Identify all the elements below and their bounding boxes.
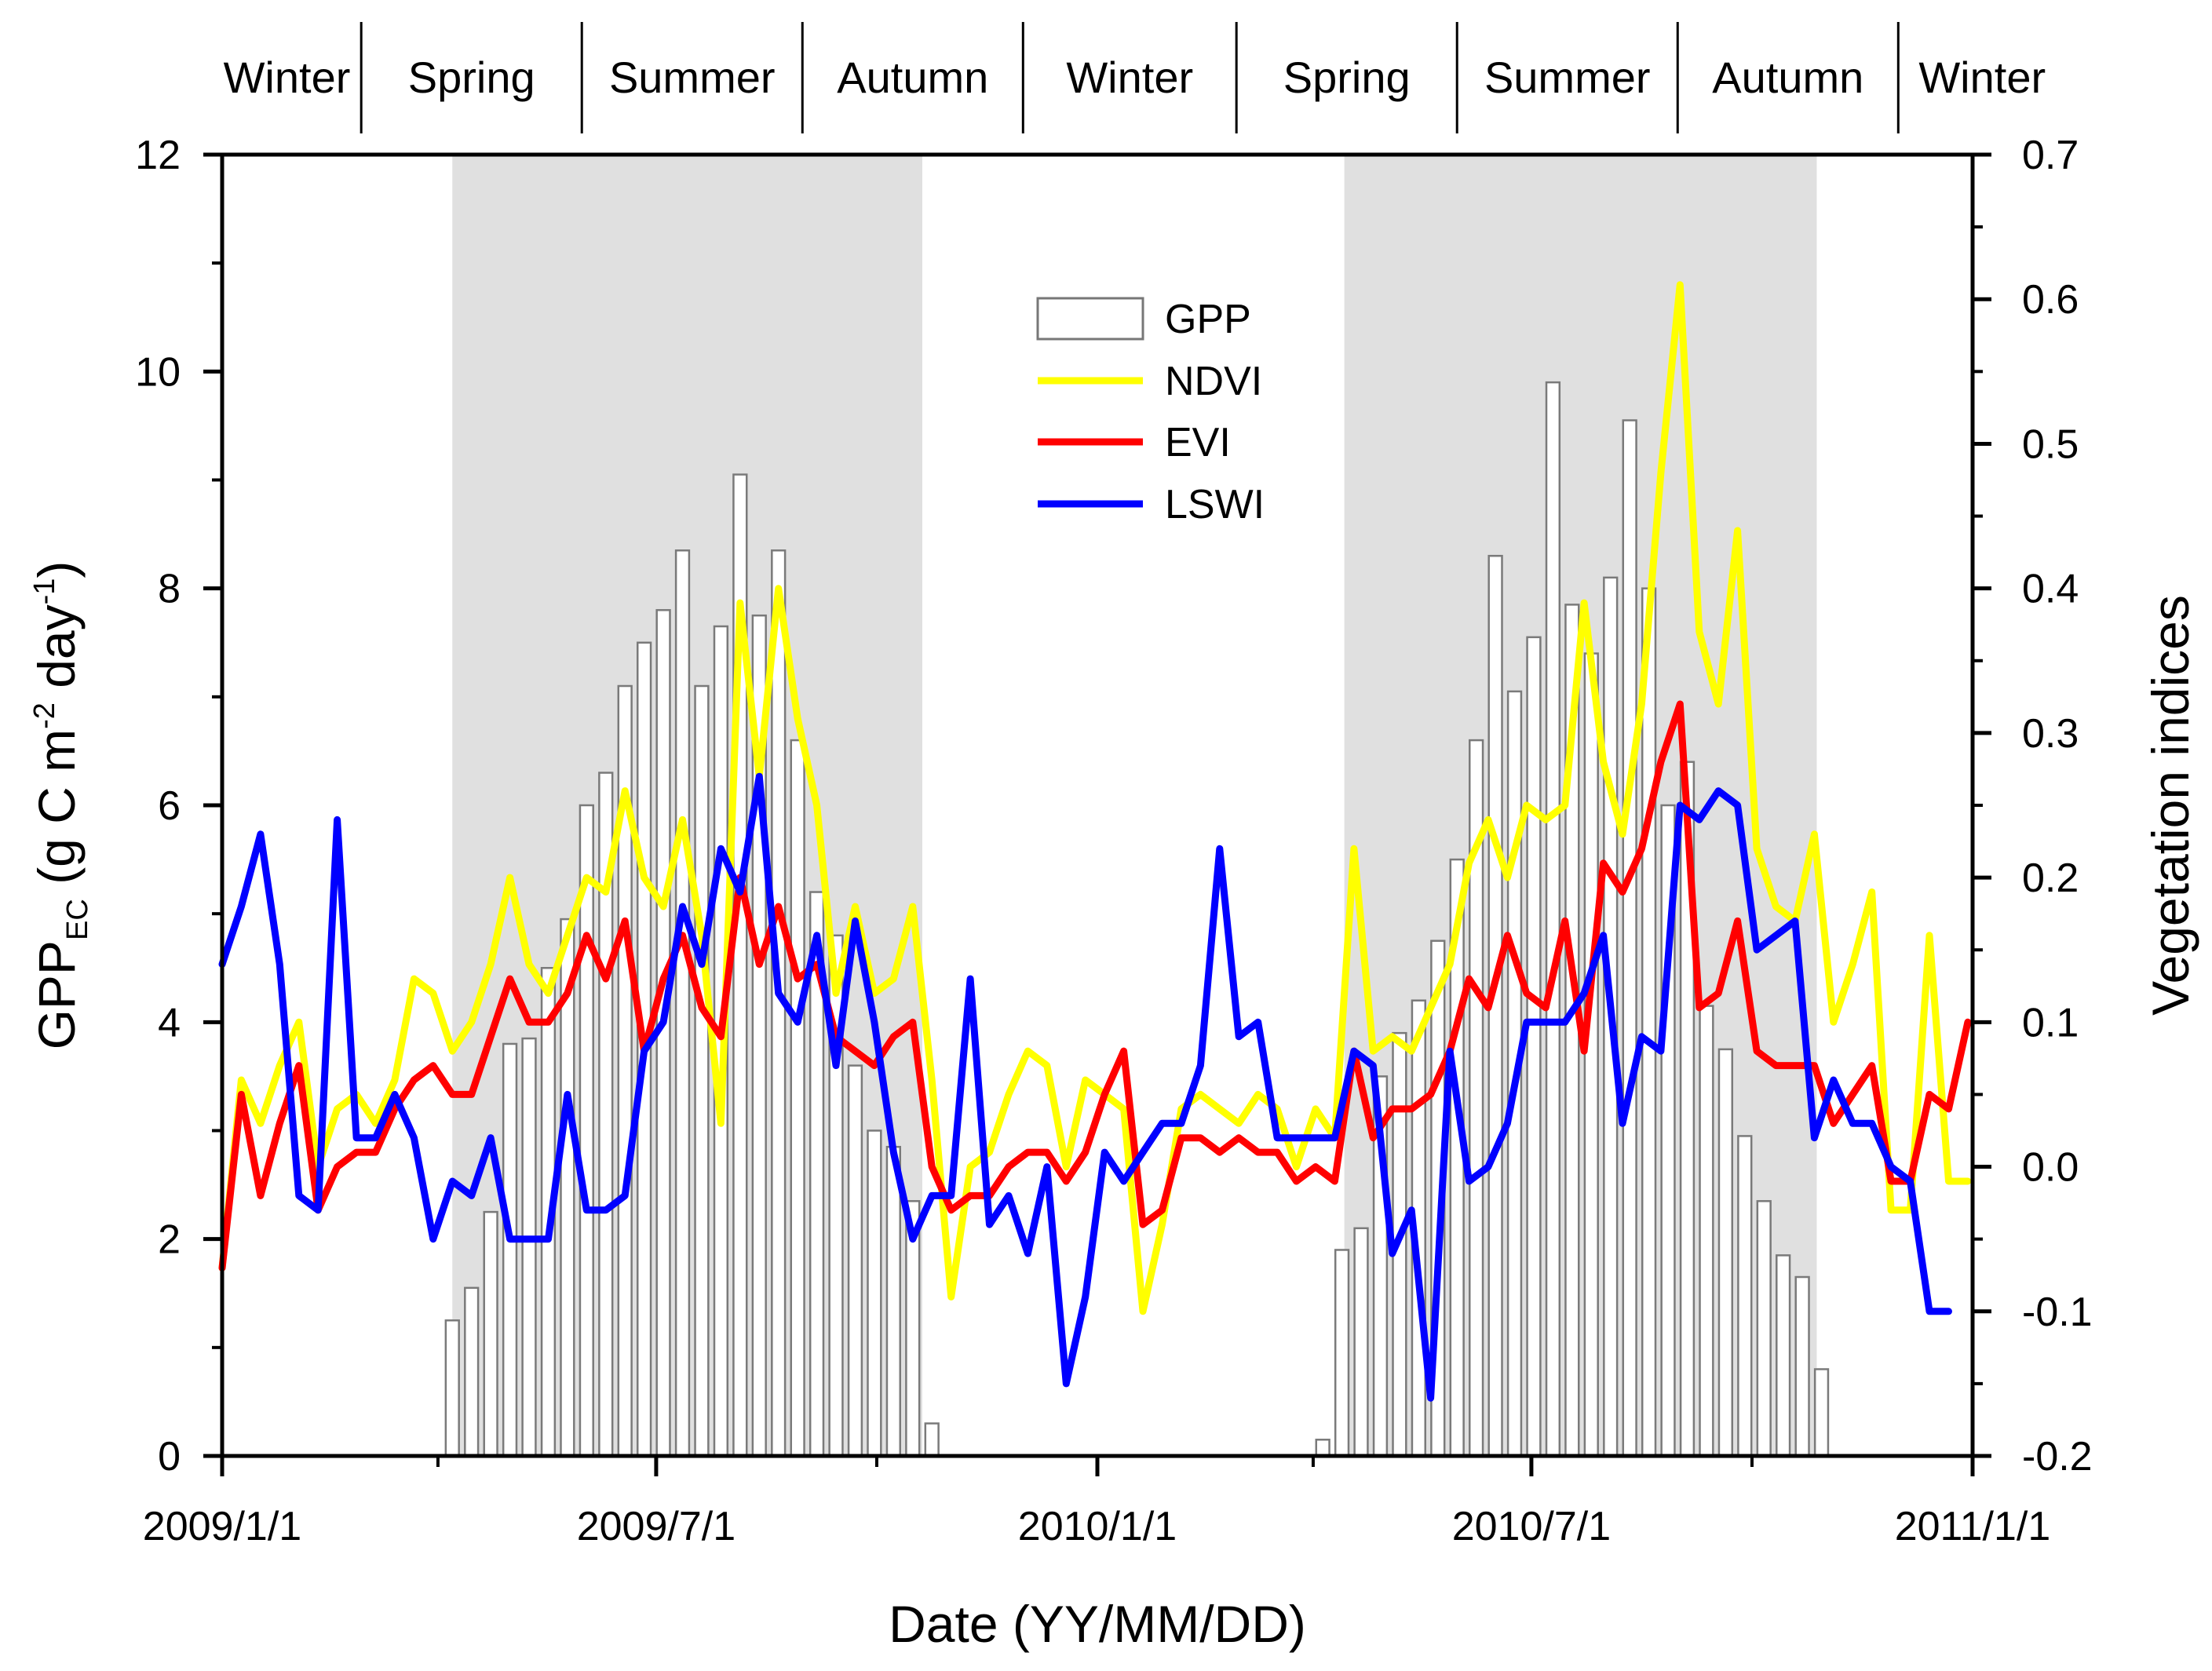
gpp-bar bbox=[1641, 587, 1657, 1458]
y-axis-title-units-prefix: (g C m bbox=[27, 729, 86, 899]
gpp-bar bbox=[847, 1064, 863, 1458]
legend-label-ndvi: NDVI bbox=[1165, 359, 1262, 404]
gpp-bar bbox=[1717, 1048, 1734, 1458]
gpp-bar bbox=[502, 1042, 518, 1458]
gpp-bar bbox=[1756, 1200, 1772, 1458]
gpp-bar bbox=[1545, 381, 1561, 1458]
gpp-bar bbox=[694, 684, 710, 1458]
y-left-tick-label: 8 bbox=[158, 567, 181, 612]
season-label: Autumn bbox=[837, 53, 988, 102]
legend-label-lswi: LSWI bbox=[1165, 482, 1265, 527]
y-right-tick-label: 0.5 bbox=[2022, 421, 2079, 467]
x-tick-label: 2011/1/1 bbox=[1895, 1504, 2051, 1549]
series-line-evi bbox=[218, 700, 1972, 1271]
y-axis-title-sup2: -1 bbox=[28, 578, 61, 605]
y-axis-title-units-mid: day bbox=[27, 604, 86, 702]
y-left-tick-label: 0 bbox=[158, 1434, 181, 1479]
season-label: Summer bbox=[1484, 53, 1651, 102]
gpp-bar bbox=[885, 1145, 901, 1458]
y-axis-title-sup1: -2 bbox=[28, 702, 61, 729]
y-left-tick-label: 2 bbox=[158, 1217, 181, 1263]
y-right-tick-label: 0.2 bbox=[2022, 856, 2079, 901]
y-left-tick-label: 4 bbox=[158, 1000, 181, 1045]
y-axis-title-main: GPP bbox=[27, 940, 86, 1049]
y-left-tick-label: 12 bbox=[135, 133, 181, 178]
season-label: Winter bbox=[224, 53, 351, 102]
gpp-bar bbox=[1737, 1135, 1753, 1458]
x-tick-label: 2010/7/1 bbox=[1452, 1504, 1611, 1549]
gpp-bar bbox=[1794, 1275, 1810, 1458]
y-right-tick-label: 0.0 bbox=[2022, 1145, 2079, 1191]
gpp-bar bbox=[444, 1319, 460, 1458]
season-label: Winter bbox=[1066, 53, 1193, 102]
y-axis-title-left: GPPEC (g C m-2 day-1) bbox=[27, 561, 94, 1050]
y-right-tick-label: 0.6 bbox=[2022, 277, 2079, 323]
season-label: Spring bbox=[408, 53, 535, 102]
gpp-bar bbox=[867, 1129, 882, 1458]
gpp-bar bbox=[790, 739, 805, 1458]
axes: 2009/1/1 2009/7/1 2010/1/1 2010/7/1 2011/1/1… bbox=[135, 133, 2092, 1549]
season-label: Autumn bbox=[1712, 53, 1863, 102]
y-axis-title-right: Vegetation indices bbox=[2141, 595, 2199, 1016]
x-tick-label: 2009/7/1 bbox=[577, 1504, 736, 1549]
season-strip: Winter Spring Summer Autumn Winter Spring Summ… bbox=[224, 22, 2046, 133]
gpp-bar bbox=[1526, 636, 1542, 1458]
gpp-bar bbox=[1813, 1368, 1830, 1458]
x-tick-label: 2009/1/1 bbox=[143, 1504, 301, 1549]
y-right-tick-label: -0.1 bbox=[2022, 1290, 2093, 1335]
y-axis-title-units-suffix: ) bbox=[27, 561, 86, 578]
gpp-bar bbox=[674, 549, 691, 1458]
gpp-bar bbox=[483, 1210, 498, 1458]
x-axis-title: Date (YY/MM/DD) bbox=[889, 1595, 1306, 1653]
gpp-bar bbox=[1583, 652, 1599, 1458]
gpp-bar bbox=[924, 1422, 940, 1458]
legend-label-gpp: GPP bbox=[1165, 297, 1251, 342]
index-lines bbox=[218, 281, 1972, 1402]
gpp-bar bbox=[1315, 1439, 1330, 1458]
y-left-tick-label: 6 bbox=[158, 783, 181, 829]
gpp-bar bbox=[464, 1286, 480, 1458]
series-line-ndvi bbox=[218, 281, 1972, 1315]
y-right-tick-label: 0.1 bbox=[2022, 1000, 2079, 1045]
season-label: Summer bbox=[609, 53, 776, 102]
y-axis-title-sub: EC bbox=[61, 899, 94, 940]
gpp-bar bbox=[1353, 1227, 1369, 1458]
gpp-bar bbox=[521, 1037, 537, 1458]
season-label: Spring bbox=[1283, 53, 1411, 102]
y-right-tick-label: 0.7 bbox=[2022, 133, 2079, 178]
y-right-tick-label: -0.2 bbox=[2022, 1434, 2093, 1479]
series-line-lswi bbox=[218, 772, 1952, 1402]
gpp-bar bbox=[1699, 1005, 1714, 1458]
legend: GPP NDVI EVI LSWI bbox=[1036, 297, 1265, 527]
y-right-tick-label: 0.3 bbox=[2022, 711, 2079, 757]
y-left-tick-label: 10 bbox=[135, 349, 181, 395]
gpp-bar bbox=[1622, 419, 1637, 1458]
gpp-bar bbox=[1334, 1249, 1350, 1458]
x-tick-label: 2010/1/1 bbox=[1018, 1504, 1177, 1549]
legend-label-evi: EVI bbox=[1165, 420, 1231, 465]
legend-swatch-gpp bbox=[1036, 297, 1144, 341]
gpp-bar bbox=[1776, 1254, 1791, 1458]
gpp-bar bbox=[579, 804, 594, 1458]
season-label: Winter bbox=[1918, 53, 2046, 102]
y-right-tick-label: 0.4 bbox=[2022, 567, 2079, 612]
